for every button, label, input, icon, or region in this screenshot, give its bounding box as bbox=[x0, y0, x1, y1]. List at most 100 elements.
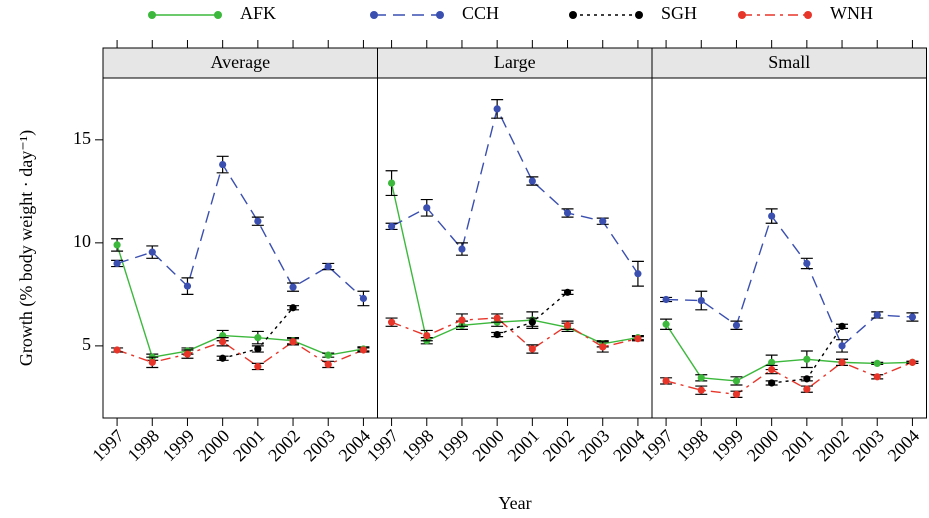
data-point bbox=[697, 374, 705, 382]
legend-dot bbox=[436, 11, 444, 19]
data-point bbox=[634, 270, 642, 278]
data-point bbox=[289, 338, 297, 346]
data-point bbox=[838, 322, 846, 330]
data-point bbox=[324, 262, 332, 271]
x-tick-label: 1999 bbox=[159, 426, 199, 466]
data-point bbox=[183, 350, 192, 358]
data-point bbox=[732, 321, 741, 329]
x-tick-label: 2004 bbox=[884, 426, 924, 466]
y-tick-label: 10 bbox=[73, 231, 91, 251]
data-point bbox=[599, 343, 607, 351]
data-point bbox=[908, 358, 917, 366]
data-point bbox=[113, 259, 121, 268]
y-tick-label: 5 bbox=[82, 334, 91, 354]
x-tick-label: 1999 bbox=[708, 426, 748, 466]
data-point bbox=[803, 385, 811, 393]
series-line bbox=[665, 323, 913, 382]
series-line bbox=[116, 162, 364, 300]
x-tick-label: 1998 bbox=[123, 426, 163, 466]
data-point bbox=[732, 390, 741, 398]
legend-label: AFK bbox=[240, 3, 276, 23]
data-point bbox=[387, 179, 396, 187]
data-point bbox=[563, 209, 572, 217]
data-point bbox=[528, 177, 536, 185]
data-point bbox=[563, 321, 572, 329]
panel-strip bbox=[102, 47, 378, 79]
data-point bbox=[662, 377, 670, 385]
panel-frame bbox=[651, 77, 927, 419]
data-point bbox=[183, 282, 192, 290]
data-point bbox=[803, 259, 811, 268]
data-point bbox=[254, 217, 262, 225]
data-point bbox=[423, 204, 431, 212]
x-tick-label: 2002 bbox=[539, 426, 579, 466]
x-tick-label: 1997 bbox=[637, 426, 677, 466]
data-point bbox=[148, 358, 156, 366]
x-tick-label: 2001 bbox=[778, 426, 818, 466]
x-tick-label: 2001 bbox=[503, 426, 543, 466]
panel-frame bbox=[102, 77, 378, 419]
data-point bbox=[908, 313, 917, 321]
y-tick-label: 15 bbox=[73, 128, 91, 148]
legend-dot bbox=[569, 11, 577, 19]
panel-title: Small bbox=[768, 52, 810, 72]
data-point bbox=[219, 338, 227, 346]
data-point bbox=[458, 245, 466, 253]
data-point bbox=[359, 346, 368, 354]
data-point bbox=[148, 248, 156, 256]
series-line bbox=[391, 106, 639, 275]
data-point bbox=[387, 222, 396, 230]
x-tick-label: 2000 bbox=[468, 426, 508, 466]
x-tick-label: 2001 bbox=[229, 426, 269, 466]
data-point bbox=[254, 334, 262, 342]
data-point bbox=[254, 362, 262, 371]
series-line bbox=[116, 244, 364, 359]
data-point bbox=[324, 360, 332, 369]
data-point bbox=[768, 365, 776, 374]
data-point bbox=[563, 288, 572, 296]
x-axis-label: Year bbox=[498, 493, 531, 513]
data-point bbox=[838, 358, 846, 366]
data-point bbox=[873, 311, 881, 319]
data-point bbox=[599, 217, 607, 225]
x-tick-label: 1999 bbox=[433, 426, 473, 466]
legend-dot bbox=[214, 11, 222, 19]
data-point bbox=[493, 330, 501, 339]
data-point bbox=[113, 241, 121, 249]
data-point bbox=[803, 375, 811, 383]
x-tick-label: 2000 bbox=[743, 426, 783, 466]
x-tick-label: 2000 bbox=[194, 426, 234, 466]
legend-dot bbox=[738, 11, 746, 19]
data-point bbox=[662, 295, 670, 304]
data-point bbox=[219, 160, 227, 169]
data-point bbox=[697, 386, 705, 394]
data-point bbox=[768, 212, 776, 220]
legend-label: WNH bbox=[830, 3, 873, 23]
legend-dot bbox=[635, 11, 643, 19]
data-point bbox=[697, 296, 705, 305]
data-point bbox=[324, 351, 332, 359]
series-line bbox=[391, 317, 639, 350]
data-point bbox=[873, 359, 881, 367]
data-point bbox=[219, 354, 227, 362]
x-tick-label: 2003 bbox=[299, 426, 339, 466]
data-point bbox=[359, 294, 368, 303]
legend-dot bbox=[370, 11, 378, 19]
data-point bbox=[423, 331, 431, 340]
data-point bbox=[493, 105, 501, 113]
data-point bbox=[528, 345, 536, 353]
data-point bbox=[732, 377, 741, 385]
x-tick-label: 1997 bbox=[363, 426, 403, 466]
data-point bbox=[768, 379, 776, 387]
x-tick-label: 2003 bbox=[848, 426, 888, 466]
legend-label: CCH bbox=[462, 3, 499, 23]
data-point bbox=[289, 304, 297, 312]
data-point bbox=[458, 316, 466, 324]
panel-title: Large bbox=[494, 52, 536, 72]
x-tick-label: 2002 bbox=[264, 426, 304, 466]
x-tick-label: 1998 bbox=[398, 426, 438, 466]
data-point bbox=[289, 283, 297, 291]
data-point bbox=[493, 314, 501, 322]
data-point bbox=[838, 342, 846, 350]
